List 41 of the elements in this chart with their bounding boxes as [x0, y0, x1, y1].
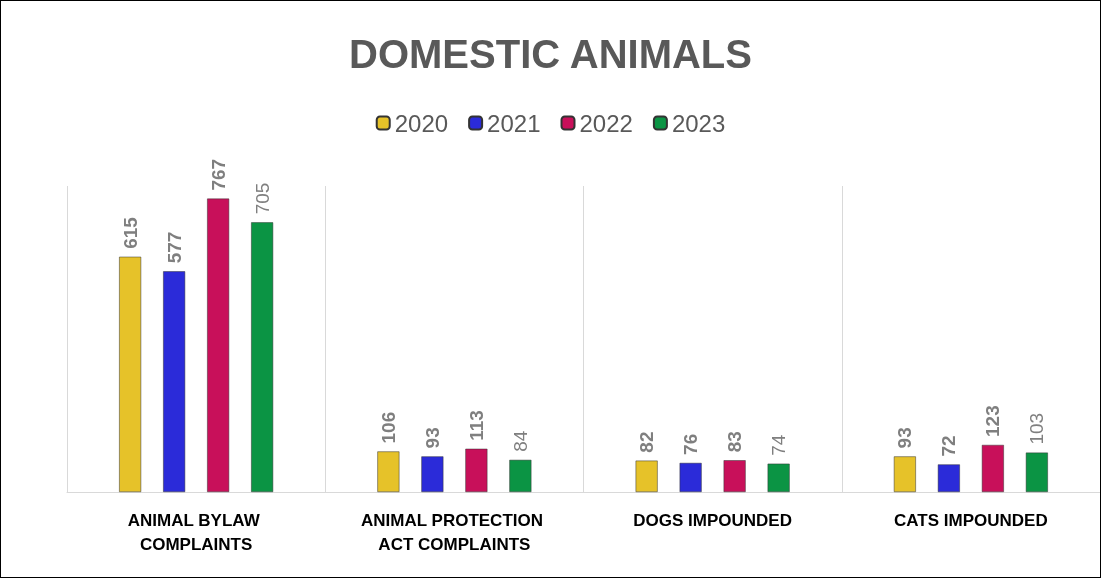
legend-label: 2020	[394, 109, 449, 137]
data-label: 705	[251, 182, 273, 215]
data-label: 72	[938, 435, 960, 457]
x-tick-label: ANIMAL BYLAW COMPLAINTS	[127, 510, 265, 554]
data-label: 113	[465, 410, 487, 441]
bar	[679, 462, 702, 492]
bar	[1025, 452, 1048, 492]
legend-label: 2021	[487, 109, 541, 137]
bar	[723, 460, 746, 492]
bar	[937, 464, 960, 492]
data-label: 615	[119, 216, 141, 249]
data-label: 123	[982, 405, 1004, 437]
bar	[377, 451, 400, 492]
data-label: 76	[680, 433, 702, 455]
data-label: 103	[1026, 412, 1048, 445]
data-label: 84	[509, 430, 531, 452]
data-label: 577	[163, 231, 185, 264]
bar	[767, 463, 790, 492]
bar	[119, 256, 142, 492]
bar	[465, 448, 488, 492]
x-tick-label: ANIMAL PROTECTION ACT COMPLAINTS	[361, 510, 548, 554]
bar	[421, 456, 444, 492]
data-label: 106	[377, 411, 399, 444]
data-label: 83	[724, 431, 746, 453]
data-label: 82	[636, 431, 658, 453]
data-label: 767	[207, 158, 229, 191]
data-label: 93	[894, 427, 916, 449]
chart-title: DOMESTIC ANIMALS	[349, 32, 752, 76]
bar	[981, 444, 1004, 492]
legend-label: 2023	[671, 109, 726, 137]
bar	[163, 271, 186, 492]
bar	[251, 222, 274, 492]
bar	[207, 198, 230, 492]
bar	[509, 459, 532, 492]
data-label: 74	[768, 434, 790, 456]
x-tick-label: CATS IMPOUNDED	[894, 510, 1048, 530]
x-tick-label: DOGS IMPOUNDED	[633, 510, 792, 530]
legend-label: 2022	[579, 109, 633, 137]
bar	[893, 456, 916, 492]
data-label: 93	[421, 427, 443, 449]
bar	[635, 460, 658, 492]
